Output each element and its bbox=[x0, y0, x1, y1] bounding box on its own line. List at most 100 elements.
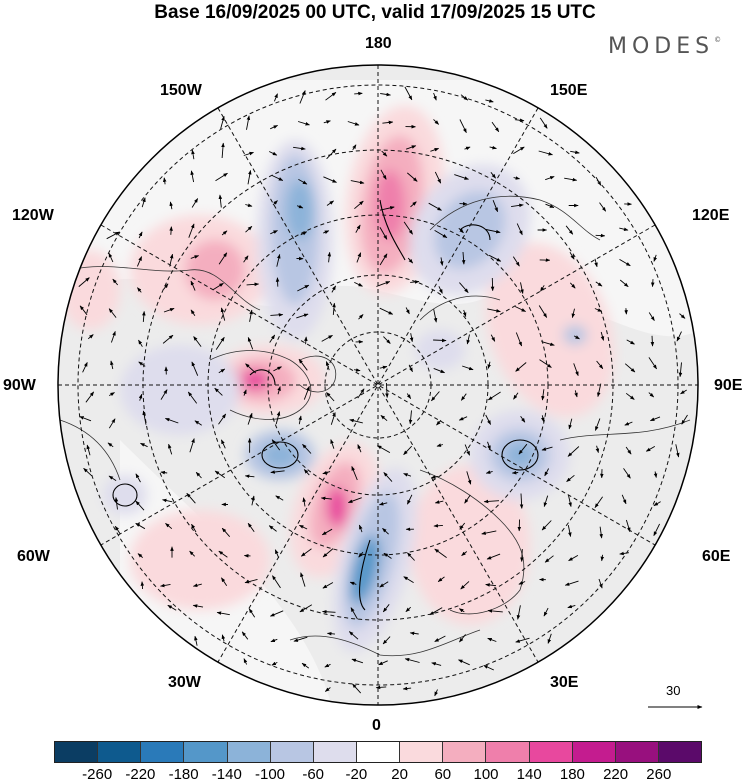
wind-arrow bbox=[243, 389, 247, 396]
streamline-contours bbox=[112, 199, 539, 611]
wind-arrow bbox=[86, 444, 91, 456]
wind-arrow bbox=[302, 497, 306, 507]
wind-arrow bbox=[243, 151, 254, 156]
wind-arrow bbox=[434, 230, 448, 238]
wind-arrow bbox=[541, 341, 555, 346]
colorbar-swatch bbox=[528, 742, 572, 762]
wind-arrow bbox=[404, 86, 413, 101]
wind-arrow bbox=[382, 527, 389, 535]
wind-arrow bbox=[461, 551, 468, 556]
wind-arrow bbox=[164, 417, 179, 424]
wind-arrow bbox=[218, 368, 226, 374]
wind-arrow bbox=[322, 609, 336, 614]
wind-arrow bbox=[85, 391, 95, 403]
wind-arrow bbox=[487, 637, 497, 642]
wind-arrow bbox=[169, 201, 173, 210]
wind-arrow bbox=[458, 416, 468, 421]
wind-arrow bbox=[431, 391, 440, 402]
lon-label-180: 180 bbox=[365, 35, 392, 52]
wind-arrow bbox=[434, 635, 446, 642]
wind-arrow bbox=[407, 172, 418, 182]
colorbar-swatch bbox=[140, 742, 184, 762]
wind-arrow bbox=[653, 523, 661, 537]
wind-arrow bbox=[355, 224, 361, 233]
wind-arrow bbox=[648, 357, 657, 370]
colorbar-swatch bbox=[485, 742, 529, 762]
wind-arrow bbox=[108, 252, 114, 263]
colorbar-tick-label: -100 bbox=[254, 766, 286, 783]
wind-arrow bbox=[485, 583, 497, 587]
wind-arrow bbox=[434, 171, 442, 184]
wind-arrow bbox=[297, 284, 310, 292]
wind-arrow bbox=[351, 465, 358, 481]
colorbar-tick-label: 60 bbox=[434, 766, 452, 783]
wind-arrow bbox=[140, 442, 148, 448]
wind-arrow bbox=[540, 285, 545, 292]
wind-arrow bbox=[462, 309, 467, 318]
wind-arrow bbox=[245, 203, 253, 207]
wind-arrow bbox=[326, 148, 337, 160]
wind-arrow bbox=[194, 635, 198, 646]
wind-arrow bbox=[191, 523, 197, 533]
wind-arrow bbox=[619, 279, 629, 288]
wind-arrow bbox=[436, 443, 444, 447]
lon-label-30w: 30W bbox=[168, 674, 201, 691]
wind-arrow bbox=[221, 527, 231, 537]
wind-arrow bbox=[268, 525, 277, 532]
wind-arrow bbox=[160, 470, 168, 475]
wind-arrow bbox=[189, 550, 196, 557]
wind-arrow bbox=[331, 285, 336, 293]
wind-arrow bbox=[249, 309, 253, 322]
colorbar-swatch bbox=[97, 742, 141, 762]
wind-arrow bbox=[431, 662, 442, 666]
wind-arrow bbox=[270, 638, 278, 643]
wind-arrow bbox=[320, 496, 332, 501]
wind-arrow bbox=[513, 176, 521, 180]
wind-arrow bbox=[567, 604, 576, 609]
wind-arrow bbox=[458, 608, 465, 613]
wind-arrow bbox=[511, 203, 524, 208]
wind-arrow bbox=[354, 200, 364, 210]
wind-arrow bbox=[380, 169, 387, 180]
wind-arrow bbox=[439, 257, 444, 266]
wind-arrow bbox=[165, 523, 173, 530]
wind-arrow bbox=[520, 282, 524, 294]
wind-arrow bbox=[218, 413, 227, 425]
colorbar-tick-label: 140 bbox=[516, 766, 542, 783]
wind-arrow bbox=[347, 121, 360, 126]
wind-arrow bbox=[405, 606, 412, 613]
wind-arrow bbox=[194, 420, 202, 426]
wind-arrow bbox=[195, 471, 202, 479]
wind-arrow bbox=[247, 522, 255, 532]
wind-arrow bbox=[220, 307, 226, 321]
wind-arrow bbox=[303, 469, 310, 476]
wind-arrow bbox=[218, 550, 228, 558]
wind-arrow bbox=[545, 203, 555, 209]
wind-arrow bbox=[543, 607, 549, 617]
wind-arrow bbox=[547, 633, 552, 644]
wind-arrow bbox=[648, 312, 655, 321]
wind-arrow bbox=[299, 90, 306, 104]
wind-arrow bbox=[487, 308, 501, 313]
wind-arrow bbox=[403, 473, 412, 477]
wind-arrow bbox=[485, 229, 501, 234]
wind-arrow bbox=[458, 659, 470, 666]
wind-arrow bbox=[82, 361, 88, 373]
wind-arrow bbox=[544, 555, 554, 563]
wind-arrow bbox=[324, 663, 331, 668]
wind-arrow bbox=[270, 313, 284, 317]
wind-arrow bbox=[382, 120, 394, 125]
wind-arrow bbox=[160, 583, 171, 588]
colorbar-swatch bbox=[442, 742, 486, 762]
wind-arrow bbox=[597, 383, 602, 398]
wind-arrow bbox=[162, 498, 173, 503]
wind-arrow bbox=[464, 494, 471, 504]
wind-arrow bbox=[544, 468, 549, 477]
wind-arrow bbox=[573, 335, 580, 340]
wind-arrow bbox=[466, 471, 472, 485]
wind-arrow bbox=[600, 554, 605, 562]
wind-arrow bbox=[293, 146, 306, 151]
wind-arrow bbox=[645, 446, 656, 452]
colorbar-swatch bbox=[226, 742, 270, 762]
